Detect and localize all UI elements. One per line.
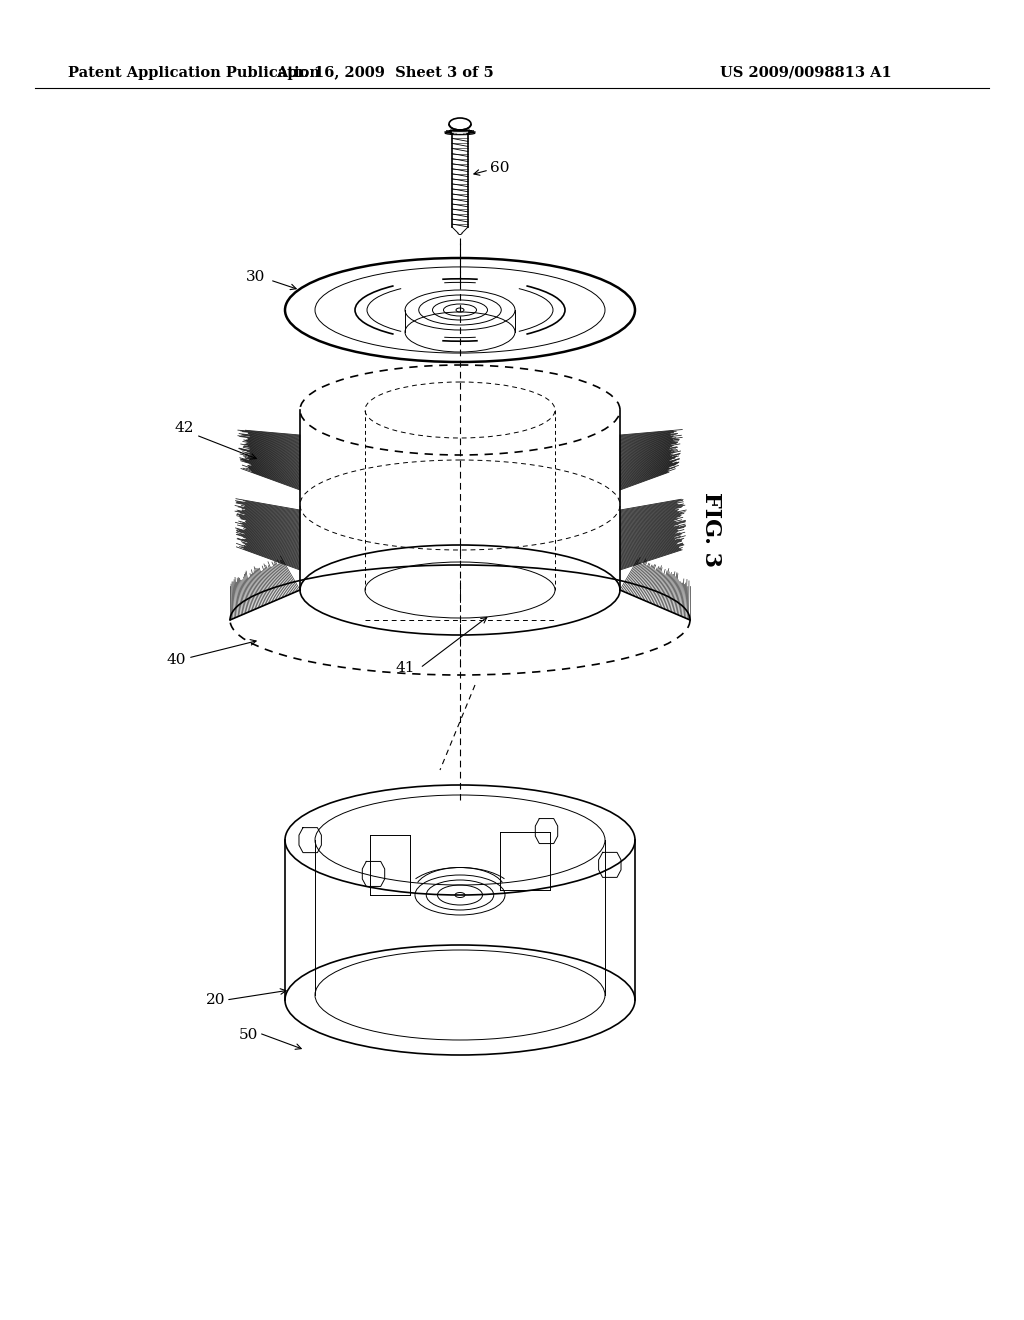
Text: 30: 30 bbox=[246, 271, 265, 284]
Text: 42: 42 bbox=[174, 421, 194, 436]
Text: 40: 40 bbox=[167, 653, 186, 667]
Text: 50: 50 bbox=[239, 1028, 258, 1041]
Text: FIG. 3: FIG. 3 bbox=[700, 492, 722, 568]
Text: Apr. 16, 2009  Sheet 3 of 5: Apr. 16, 2009 Sheet 3 of 5 bbox=[276, 66, 494, 81]
Text: Patent Application Publication: Patent Application Publication bbox=[68, 66, 319, 81]
Text: 20: 20 bbox=[206, 993, 225, 1007]
Text: US 2009/0098813 A1: US 2009/0098813 A1 bbox=[720, 66, 892, 81]
Text: 41: 41 bbox=[395, 661, 415, 675]
Text: 60: 60 bbox=[490, 161, 510, 176]
